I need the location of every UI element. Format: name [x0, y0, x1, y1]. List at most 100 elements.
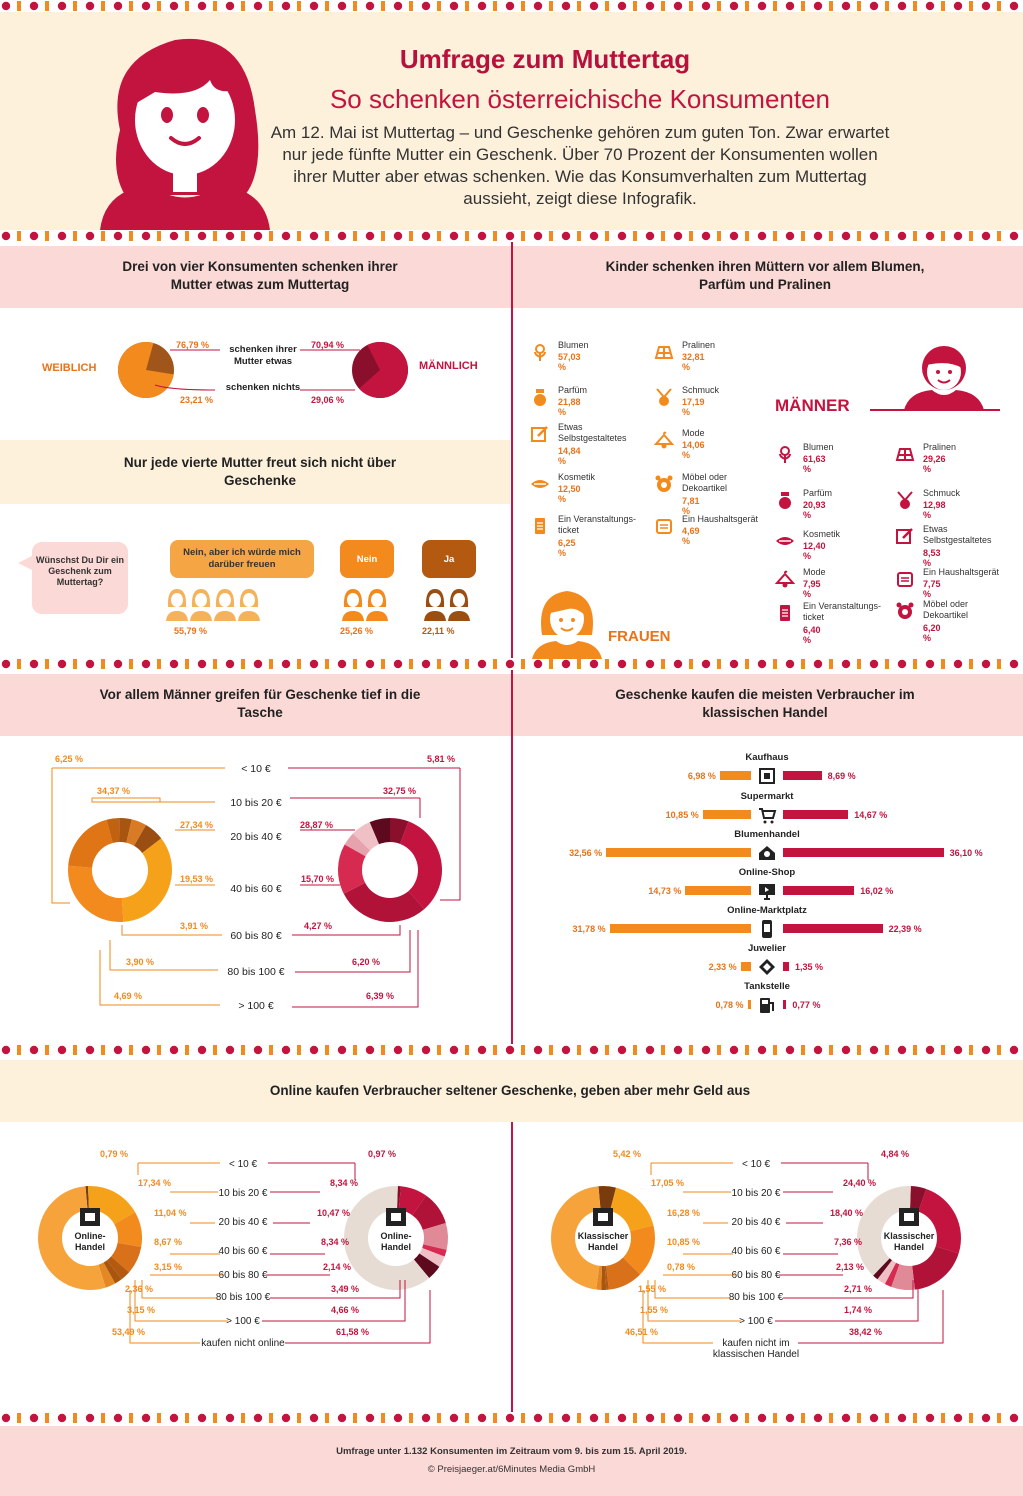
gift-pct: 12,50 % — [558, 484, 581, 504]
gift-name: Blumen — [558, 340, 589, 350]
gift-name: Ein Haushaltsgerät — [682, 514, 759, 524]
gift-pct: 17,19 % — [682, 397, 705, 417]
pie-slice-yes — [118, 342, 174, 398]
leader-line — [650, 1162, 733, 1175]
online-frauen-donut-segment — [107, 1256, 130, 1280]
diamond-icon — [759, 959, 775, 975]
woman-icon — [448, 589, 470, 621]
woman-icon — [366, 589, 388, 621]
online-maenner-donut-segment — [422, 1222, 448, 1250]
online-classic-donut-chart: < 10 € 0,79 % 0,97 % 10 bis 20 € 17,34 % 8,34… — [38, 1149, 962, 1360]
answer-3-text: Ja — [443, 554, 455, 565]
jewelry-icon — [656, 388, 672, 406]
maenner-pct: 3,49 % — [331, 1284, 359, 1294]
gift-pct: 14,84 % — [558, 446, 581, 466]
fuel-icon — [760, 998, 774, 1013]
klassisch-maenner-donut-segment — [884, 1262, 900, 1287]
gift-name: Mode — [682, 428, 705, 438]
flower-icon — [534, 344, 546, 361]
spend-category: 10 bis 20 € — [230, 797, 282, 809]
frauen-pct: 27,34 % — [180, 820, 213, 830]
klassisch-donut-label: Handel — [588, 1242, 618, 1252]
woman-icon — [424, 589, 446, 621]
frauen-pct: 3,15 % — [154, 1262, 182, 1272]
klassisch-maenner-donut-segment — [873, 1258, 892, 1280]
frauen-pct: 34,37 % — [97, 786, 130, 796]
spend-category: 60 bis 80 € — [219, 1270, 268, 1281]
dot-border — [1, 659, 1019, 669]
maenner-pct: 8,34 % — [321, 1237, 349, 1247]
spend-category: 40 bis 60 € — [732, 1246, 781, 1257]
klassisch-donut-label: Klassischer — [884, 1231, 935, 1241]
woman-icon — [166, 589, 188, 621]
spend-category: 60 bis 80 € — [732, 1270, 781, 1281]
frauen-pct: 3,15 % — [127, 1305, 155, 1315]
online-maenner-donut-segment — [412, 1195, 446, 1230]
women-icons-row — [166, 589, 470, 621]
frauen-pct: 2,33 % — [708, 962, 737, 972]
perfume-icon — [534, 389, 546, 406]
frauen-donut-segment — [67, 865, 124, 922]
flower-shop-icon — [759, 846, 775, 860]
gift-name: Parfüm — [558, 385, 588, 395]
frauen-pct: 10,85 % — [667, 1237, 700, 1247]
frauen-pct: 17,34 % — [138, 1178, 171, 1188]
shop-name: Tankstelle — [744, 981, 790, 992]
online-frauen-donut-segment — [98, 1262, 116, 1288]
leader-line — [647, 1280, 741, 1322]
bar-maenner — [783, 848, 944, 857]
label-no: schenken nichts — [225, 382, 301, 393]
frauen-donut-segment — [68, 819, 113, 868]
s1-title: Drei von vier Konsumenten schenken ihrer… — [122, 259, 398, 292]
bar-frauen — [719, 771, 751, 780]
maenner-pct: 1,74 % — [844, 1305, 872, 1315]
leader-line — [109, 940, 218, 971]
answer-1-pct: 55,79 % — [174, 626, 208, 636]
gift-pct: 7,81 % — [682, 496, 700, 516]
spend-category: 80 bis 100 € — [216, 1292, 271, 1303]
spend-category: > 100 € — [238, 1000, 273, 1012]
klassisch-frauen-donut-segment — [551, 1186, 601, 1290]
gift-pct: 6,20 % — [923, 623, 941, 643]
gift-name: Etwas Selbstgestaltetes — [558, 422, 627, 443]
w-no-pct: 23,21 % — [180, 395, 214, 405]
s6-title: Online kaufen Verbraucher seltener Gesch… — [269, 1083, 751, 1098]
spend-category: 20 bis 40 € — [732, 1217, 781, 1228]
maenner-pct: 0,77 % — [792, 1000, 821, 1010]
klassisch-frauen-donut-segment — [622, 1225, 655, 1275]
frauen-pct: 2,36 % — [125, 1284, 153, 1294]
leader-line — [654, 1280, 731, 1299]
woman-icon — [238, 589, 260, 621]
leader-line — [270, 1280, 401, 1299]
maenner-pct: 2,14 % — [323, 1262, 351, 1272]
gift-pct: 14,06 % — [682, 440, 705, 460]
maenner-pct: 28,87 % — [300, 820, 333, 830]
frauen-pct: 3,91 % — [180, 921, 208, 931]
divider — [511, 670, 513, 1044]
header-section: Umfrage zum Muttertag So schenken österr… — [0, 12, 1023, 230]
jewelry-icon — [897, 491, 913, 509]
spend-category: 80 bis 100 € — [729, 1292, 784, 1303]
maenner-pct: 36,10 % — [949, 848, 983, 858]
ticket-icon — [535, 518, 545, 534]
frauen-pct: 0,79 % — [100, 1149, 128, 1159]
shop-name: Juwelier — [747, 943, 787, 954]
ticket-icon — [780, 605, 790, 621]
leader-line — [798, 1290, 944, 1344]
gift-name: Möbel oder Dekoartikel — [682, 472, 728, 493]
cosmetics-icon — [776, 537, 794, 545]
maenner-pct: 5,81 % — [427, 754, 455, 764]
frauen-pct: 32,56 % — [569, 848, 603, 858]
klassisch-donut-label: Handel — [894, 1242, 924, 1252]
maenner-pct: 2,71 % — [844, 1284, 872, 1294]
answer-2-pct: 25,26 % — [340, 626, 374, 636]
klassisch-maenner-donut-segment — [909, 1186, 927, 1212]
online-maenner-donut-segment — [413, 1253, 440, 1279]
answer-3-bubble — [422, 540, 476, 578]
s6-header — [0, 1060, 1023, 1122]
dot-border-top — [1, 1, 1019, 11]
frauen-pct: 1,55 % — [640, 1305, 668, 1315]
frauen-pct: 17,05 % — [651, 1178, 684, 1188]
leader-line — [781, 1162, 869, 1180]
perfume-icon — [779, 492, 791, 509]
